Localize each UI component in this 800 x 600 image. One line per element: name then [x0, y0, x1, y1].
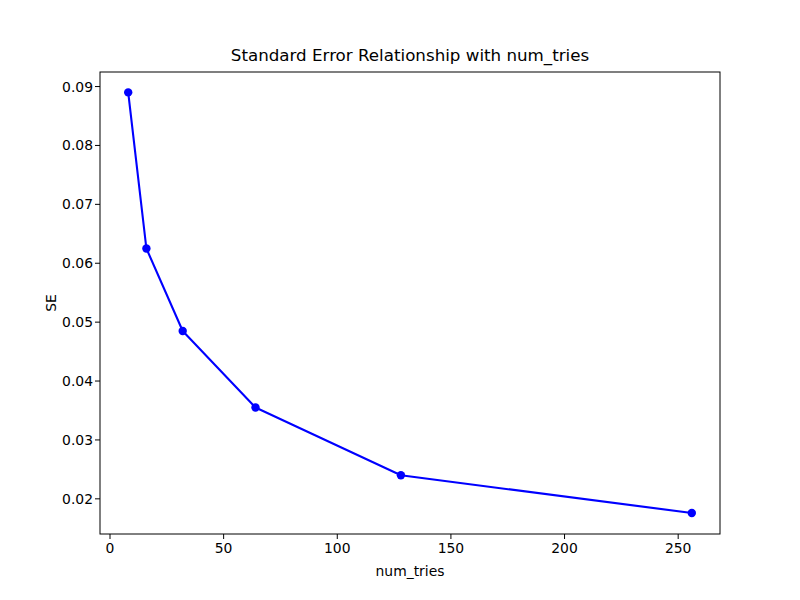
data-point-marker — [124, 88, 132, 96]
y-tick-label: 0.07 — [0, 196, 93, 212]
data-point-marker — [688, 509, 696, 517]
figure: Standard Error Relationship with num_tri… — [0, 0, 800, 600]
data-point-marker — [179, 327, 187, 335]
y-tick-label: 0.09 — [0, 79, 93, 95]
data-point-marker — [251, 403, 259, 411]
se-line-series — [128, 92, 692, 513]
axes-spines — [100, 72, 720, 534]
y-tick-label: 0.03 — [0, 432, 93, 448]
y-tick-label: 0.02 — [0, 491, 93, 507]
x-tick-label: 250 — [665, 540, 692, 556]
x-tick-label: 100 — [324, 540, 351, 556]
x-axis-label: num_tries — [100, 563, 720, 579]
x-tick-label: 150 — [438, 540, 465, 556]
y-axis-label: SE — [43, 294, 59, 312]
plot-svg — [0, 0, 800, 600]
x-tick-label: 0 — [106, 540, 115, 556]
chart-title: Standard Error Relationship with num_tri… — [100, 46, 720, 65]
data-point-marker — [142, 244, 150, 252]
x-tick-label: 200 — [551, 540, 578, 556]
x-tick-label: 50 — [215, 540, 233, 556]
y-tick-label: 0.05 — [0, 314, 93, 330]
y-tick-label: 0.04 — [0, 373, 93, 389]
data-point-marker — [397, 471, 405, 479]
y-tick-label: 0.08 — [0, 137, 93, 153]
y-tick-label: 0.06 — [0, 255, 93, 271]
